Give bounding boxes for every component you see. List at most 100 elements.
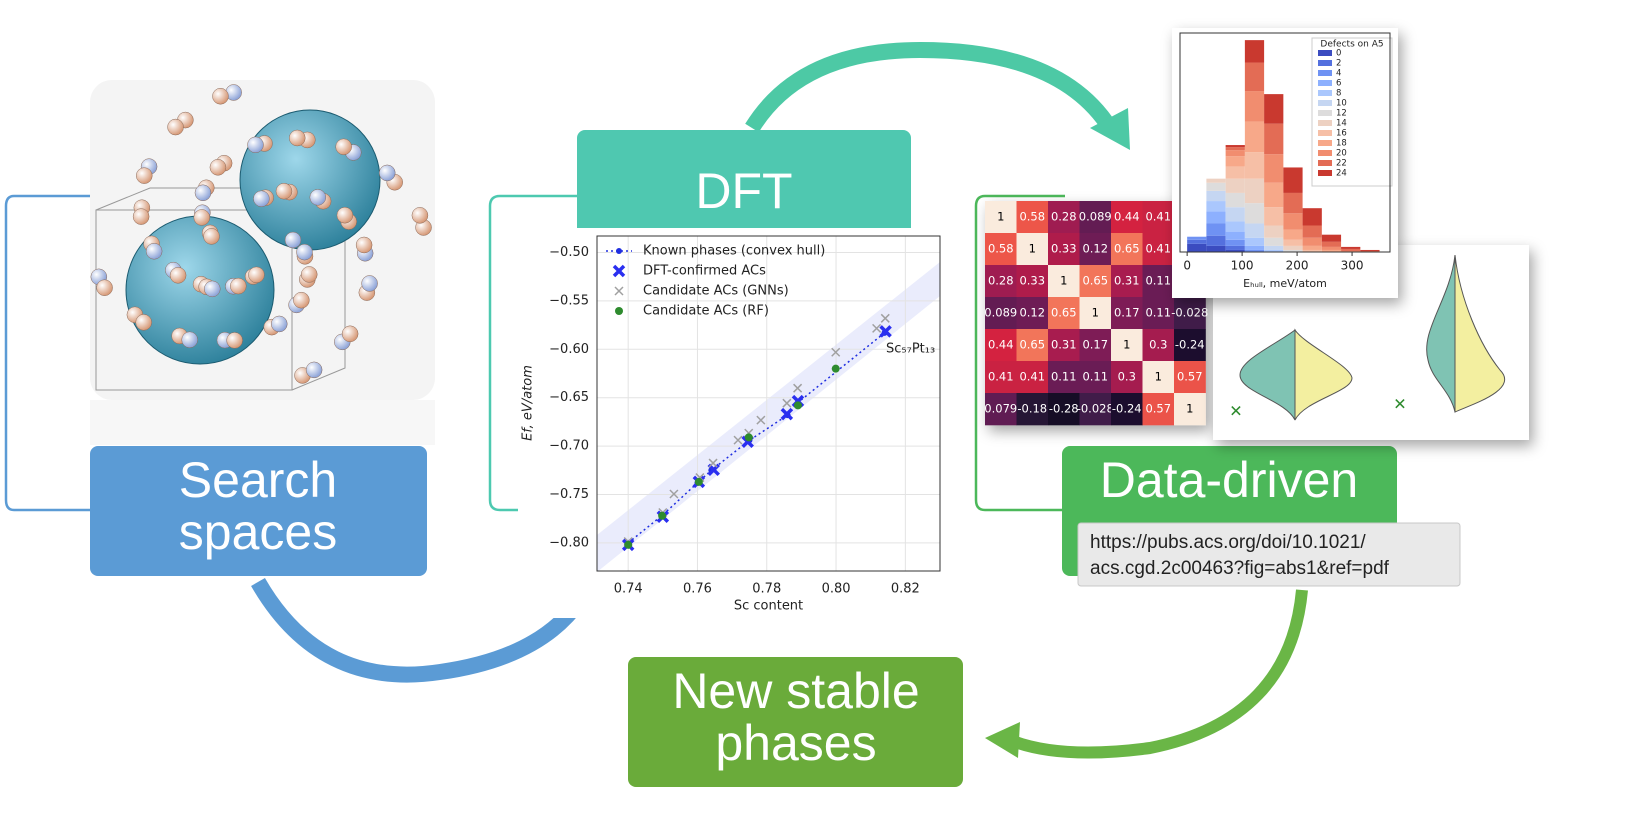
atom: [284, 231, 302, 249]
box-label: Data-driven: [1100, 452, 1358, 508]
hist-bar: [1244, 40, 1265, 63]
heat-cell: [1016, 393, 1049, 426]
heat-cell: [1048, 329, 1080, 362]
bracket: [4, 194, 92, 512]
atom: [204, 280, 221, 298]
heat-cell: [1048, 233, 1080, 266]
bracket: [488, 194, 578, 512]
legend-label: Known phases (convex hull): [643, 244, 825, 259]
hist-bar: [1225, 221, 1245, 232]
legend-marker: [616, 248, 622, 254]
cell-label: 0.33: [1019, 274, 1045, 288]
hist-bar: [1206, 211, 1226, 224]
heat-cell: [1016, 201, 1049, 234]
tooltip-text: acs.cgd.2c00463?fig=abs1&ref=pdf: [1090, 558, 1390, 579]
x-tick-label: 0.76: [683, 582, 712, 597]
atom: [203, 228, 220, 245]
cell-label: 0.079: [984, 402, 1017, 416]
heat-cell: [1079, 361, 1112, 394]
cell-label: 0.11: [1145, 306, 1171, 320]
cell-label: 0.57: [1145, 402, 1171, 416]
hist-bar: [1264, 225, 1284, 238]
heat-cell: [1142, 361, 1175, 394]
chart-bg: [518, 228, 946, 618]
hist-bar: [1283, 192, 1303, 214]
atom: [230, 277, 247, 295]
arrow-head: [985, 722, 1020, 758]
cell-label: 0.41: [988, 370, 1014, 384]
hist-bar: [1283, 239, 1303, 246]
legend-swatch: [1318, 170, 1332, 176]
hist-bar: [1321, 241, 1342, 247]
hist-bar: [1244, 178, 1265, 204]
heat-cell: [1079, 393, 1112, 426]
hist-bar: [1264, 249, 1284, 252]
x-tick-label: 200: [1286, 259, 1309, 273]
hist-bar: [1283, 229, 1303, 240]
heat-cell: [985, 361, 1017, 394]
x-tick-label: 100: [1231, 259, 1254, 273]
atom: [289, 129, 306, 147]
hist-bar: [1264, 94, 1284, 124]
heat-cell: [1111, 297, 1143, 330]
dft-box: [577, 130, 911, 240]
hist-bar: [1225, 156, 1245, 167]
atom: [275, 182, 293, 200]
heat-cell: [985, 297, 1017, 330]
violin-half: [1239, 329, 1296, 421]
cell-label: 0.3: [1149, 338, 1167, 352]
point: [756, 415, 766, 425]
point: [831, 364, 840, 373]
point: [831, 347, 841, 357]
heat-cell: [1079, 201, 1112, 234]
legend-swatch: [1318, 150, 1332, 156]
cell-label: -0.24: [1175, 338, 1205, 352]
cell-label: 0.65: [1082, 274, 1108, 288]
heat-cell: [985, 265, 1017, 298]
heat-cell: [1079, 265, 1112, 298]
hist-bar: [1225, 166, 1245, 179]
cell-label: 0.44: [988, 338, 1014, 352]
hist-bar: [1206, 201, 1226, 212]
hist-bar: [1206, 235, 1226, 246]
legend-frame: [1311, 37, 1393, 187]
heat-cell: [1174, 361, 1206, 394]
legend-label: 6: [1336, 79, 1341, 89]
hist-bar: [1283, 245, 1303, 250]
legend-title: Defects on A5: [1320, 40, 1383, 50]
point: [880, 313, 890, 323]
point: [793, 383, 803, 393]
hist-bar: [1244, 62, 1265, 92]
cell-label: 0.3: [1118, 370, 1136, 384]
point: [872, 323, 882, 333]
y-tick-label: −0.50: [549, 245, 589, 260]
cell-label: 1: [1092, 306, 1099, 320]
box-label: phases: [715, 715, 876, 771]
cell-label: 0.41: [1019, 370, 1045, 384]
tooltip: https://pubs.acs.org/doi/10.1021/ acs.cg…: [1077, 522, 1461, 587]
legend-label: 20: [1336, 149, 1347, 159]
hist-bar: [1244, 249, 1265, 252]
atom: [335, 138, 352, 156]
heat-cell: [1174, 297, 1206, 330]
hist-bar: [1302, 237, 1322, 246]
cell-label: -0.028: [1077, 402, 1114, 416]
point: [669, 489, 679, 499]
atom: [253, 190, 270, 207]
heat-cell: [985, 233, 1017, 266]
hist-bar: [1244, 245, 1265, 250]
legend-label: Candidate ACs (RF): [643, 304, 769, 319]
heat-cell: [1142, 297, 1175, 330]
cell-label: 0.089: [1079, 210, 1112, 224]
cell-label: 0.28: [1051, 210, 1077, 224]
point: [782, 398, 792, 408]
atom: [305, 361, 323, 379]
hist-bar: [1341, 248, 1361, 251]
legend-label: DFT-confirmed ACs: [643, 264, 766, 279]
heat-cell: [1016, 265, 1049, 298]
heatmap: 10.580.280.0890.440.410.0790.5810.330.12…: [984, 201, 1208, 426]
atom: [293, 291, 310, 309]
cell-label: -0.18: [1017, 402, 1047, 416]
